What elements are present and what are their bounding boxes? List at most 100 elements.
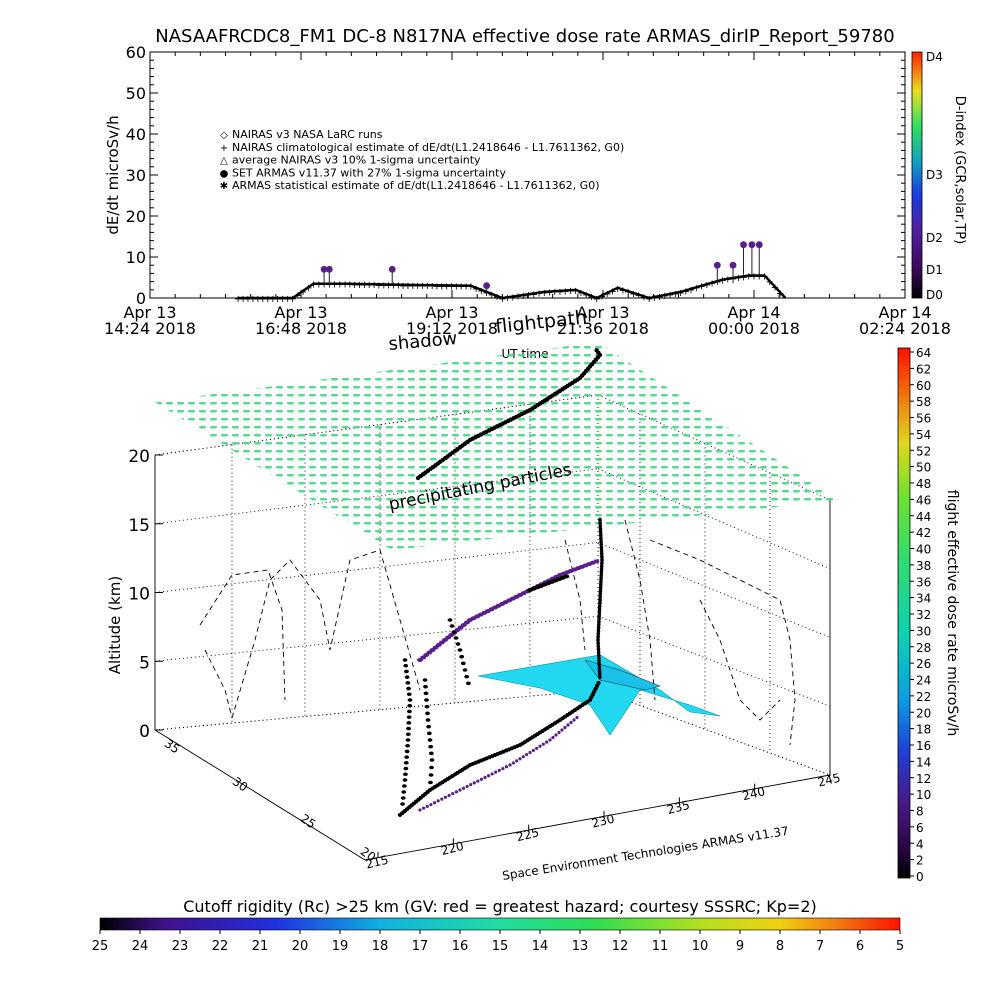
flight-scatter-point (425, 711, 430, 716)
series-climatology-point: + (299, 287, 307, 298)
series-climatology-point: + (535, 289, 543, 300)
flight-scatter-point (447, 618, 453, 622)
series-climatology-point: + (423, 281, 431, 292)
dose-colorbar-tick-label: 26 (916, 657, 931, 671)
flight-scatter-point (403, 761, 409, 765)
legend-label: NAIRAS climatological estimate of dE/dt(… (232, 141, 624, 154)
flight-low-point (563, 725, 567, 730)
flight-scatter-point (422, 678, 428, 682)
cutoff-colorbar-tick-label: 17 (412, 939, 429, 954)
top-x-tick-label-line1: Apr 14 (878, 303, 931, 322)
series-armas-point (729, 261, 737, 269)
flight-scatter-point (406, 721, 412, 725)
legend-symbol: + (220, 143, 228, 154)
dose-colorbar-tick-label: 2 (916, 854, 924, 868)
flight-scatter-point (453, 636, 459, 640)
flight-low-point (596, 680, 601, 685)
scene-alt-grid-right (597, 542, 831, 638)
series-climatology-point: + (452, 282, 460, 293)
credit-text: Space Environment Technologies ARMAS v11… (501, 824, 789, 883)
cutoff-colorbar-tick-label: 13 (572, 939, 589, 954)
series-climatology-point: + (503, 293, 511, 304)
flight-low-point (535, 746, 539, 750)
series-climatology-point: + (545, 288, 553, 299)
flight-low-point (572, 718, 576, 722)
series-climatology-point: + (750, 271, 758, 282)
series-climatology-point: + (320, 280, 328, 291)
flight-scatter-point (460, 661, 466, 666)
series-climatology-point: + (676, 288, 684, 299)
flight-low-point (469, 783, 473, 787)
longitude-axis: 215 220 225 230 235 240 245 (364, 770, 842, 872)
series-climatology-point: + (666, 290, 674, 301)
cutoff-colorbar-tick-label: 21 (252, 939, 269, 954)
flight-scatter-point (403, 663, 409, 668)
dindex-tick-label: D1 (926, 263, 943, 277)
flight-scatter-point (424, 704, 430, 709)
flight-scatter-point (402, 658, 408, 662)
series-climatology-point: + (566, 286, 574, 297)
series-climatology-point: + (274, 294, 282, 305)
flight-scatter-point (405, 732, 411, 737)
series-climatology-point: + (519, 291, 527, 302)
dose-colorbar-tick-label: 24 (916, 674, 931, 688)
series-climatology-point: + (304, 283, 312, 294)
flight-low-point (490, 772, 494, 776)
flight-low-point (545, 740, 549, 744)
flight-low-point (432, 801, 437, 805)
series-climatology-point: + (346, 280, 354, 291)
series-climatology-point: + (682, 286, 690, 297)
series-climatology-point: + (288, 294, 296, 305)
cutoff-colorbar-bar (99, 917, 901, 931)
series-climatology-point: + (264, 294, 272, 305)
flight-low-point (425, 804, 429, 808)
dose-colorbar-tick-label: 22 (916, 690, 931, 704)
shadow-dashed-path (564, 539, 586, 651)
flight-low-point (458, 788, 462, 792)
flight-low-point (497, 768, 501, 772)
altitude-label: Altitude (km) (106, 576, 124, 674)
series-climatology-point: + (771, 283, 779, 294)
legend-symbol: △ (220, 156, 228, 167)
flight-low-point (465, 784, 469, 789)
lon-tick-label: 220 (440, 839, 466, 858)
lon-tick-label: 245 (816, 771, 842, 790)
flight-low-point (494, 770, 498, 774)
dindex-label: D-index (GCR,solar,TP) (952, 96, 967, 244)
top-y-tick-label: 10 (126, 248, 146, 267)
top-x-tick-label-line2: 21:36 2018 (557, 319, 649, 338)
cutoff-colorbar: Cutoff rigidity (Rc) >25 km (GV: red = g… (92, 897, 904, 954)
flight-scatter-point (427, 738, 433, 742)
series-climatology-point: + (413, 281, 421, 292)
flight-scatter-point (423, 691, 429, 696)
series-climatology-point: + (703, 280, 711, 291)
dose-colorbar-tick-label: 18 (916, 723, 931, 737)
dindex-ticks: D0 D1 D2 D3 D4 (926, 50, 943, 302)
alt-tick-label: 5 (139, 653, 150, 673)
flight-low-point (451, 792, 455, 796)
series-armas-point (320, 265, 328, 273)
flight-scatter-point (429, 758, 435, 762)
dindex-tick-label: D0 (926, 288, 943, 302)
flight-scatter-point (462, 668, 468, 672)
top-y-tick-label: 40 (126, 125, 146, 144)
flight-low-point (511, 761, 515, 765)
series-climatology-point: + (482, 288, 490, 299)
series-climatology-point: + (593, 294, 601, 305)
dose-colorbar-tick-label: 10 (916, 788, 931, 802)
series-climatology-point: + (655, 292, 663, 303)
series-climatology-point: + (514, 292, 522, 303)
alt-tick-label: 10 (128, 585, 150, 605)
series-climatology-point: + (624, 287, 632, 298)
flight-scatter-point (404, 749, 410, 754)
flight-low-point (554, 733, 558, 737)
series-climatology-point: + (442, 281, 450, 292)
series-climatology-point: + (755, 271, 763, 282)
top-y-label: dE/dt microSv/h (104, 115, 122, 234)
page-title: NASAAFRCDC8_FM1 DC-8 N817NA effective do… (155, 26, 894, 47)
flight-scatter-point (404, 675, 410, 679)
dindex-tick-label: D2 (926, 231, 943, 245)
series-climatology-point: + (269, 294, 277, 305)
dose-colorbar-tick-label: 12 (916, 772, 931, 786)
